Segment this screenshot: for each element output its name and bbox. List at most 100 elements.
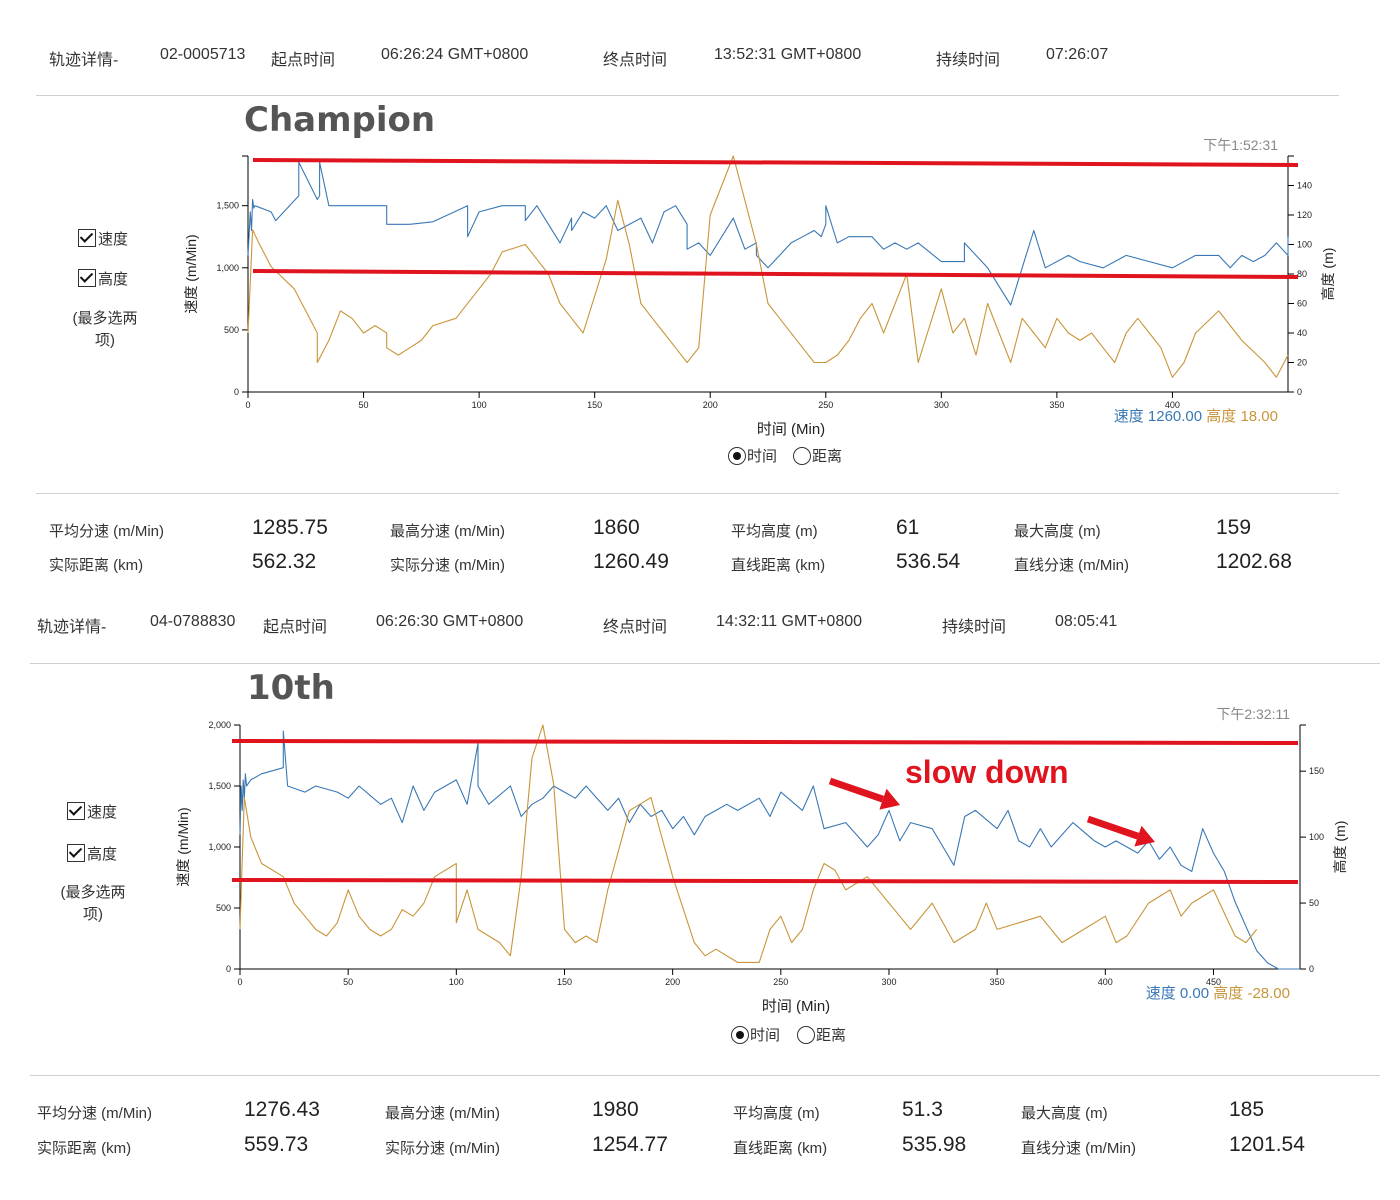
speed-option-label: 速度 [87,804,118,821]
x-mode-distance[interactable]: 距离 [797,1024,846,1045]
time-radio-label: 时间 [747,448,778,465]
y-tick-label: 1,000 [216,263,239,273]
x-tick-label: 150 [557,977,572,987]
x-tick-label: 250 [773,977,788,987]
speed-altitude-chart: 0 50 100 150 200 250 300 350 400 45005001,0001,50… [175,706,1348,1015]
stat-label: 平均高度 (m) [733,1105,820,1122]
stat-label: 最大高度 (m) [1014,523,1101,540]
y2-tick-label: 100 [1297,240,1312,250]
value-readout: 速度 0.00 高度 -28.00 [1146,985,1290,1002]
readout-part: 高度 [1213,985,1247,1002]
start-time-label: 起点时间 [263,619,328,636]
readout-part: 18.00 [1240,408,1278,425]
x-tick-label: 400 [1165,400,1180,410]
x-tick-label: 100 [449,977,464,987]
stat-value: 51.3 [902,1098,943,1121]
duration-label: 持续时间 [936,52,1001,69]
stat-label: 最高分速 (m/Min) [390,523,505,540]
x-tick-label: 350 [1049,400,1064,410]
arrow-shaft [1086,815,1140,840]
y-tick-label: 1,500 [208,781,231,791]
speed-checkbox[interactable] [78,229,96,247]
highlight-band-line [252,269,1299,279]
altitude-series-line [247,155,1289,378]
stat-label: 最大高度 (m) [1021,1105,1108,1122]
stat-label: 平均分速 (m/Min) [49,523,164,540]
divider [36,493,1339,494]
highlight-band-line [231,739,1299,745]
note-line-2: 项) [95,332,115,349]
readout-part: 高度 [1206,408,1240,425]
speed-option-label: 速度 [98,231,129,248]
time-radio[interactable] [728,447,746,465]
stat-value: 1860 [593,516,640,539]
stat-value: 535.98 [902,1133,967,1156]
select-limit-note: (最多选两 项) [48,882,138,926]
y2-tick-label: 60 [1297,299,1307,309]
note-line-2: 项) [83,906,103,923]
y2-tick-label: 0 [1309,964,1314,974]
readout-part: 0.00 [1180,985,1213,1002]
y-tick-label: 500 [216,903,231,913]
x-tick-label: 0 [237,977,242,987]
divider [36,95,1339,96]
speed-option[interactable]: 速度 [78,228,128,249]
stat-value: 1202.68 [1216,550,1292,573]
readout-part: 速度 [1146,985,1180,1002]
altitude-option[interactable]: 高度 [67,843,117,864]
altitude-option[interactable]: 高度 [78,268,128,289]
stat-value: 1285.75 [252,516,328,539]
duration-value: 08:05:41 [1055,613,1118,630]
x-tick-label: 250 [818,400,833,410]
y2-tick-label: 150 [1309,766,1324,776]
altitude-option-label: 高度 [98,271,129,288]
x-tick-label: 450 [1206,977,1221,987]
crosshair-time: 下午1:52:31 [1203,137,1278,153]
x-mode-time[interactable]: 时间 [731,1024,780,1045]
select-limit-note: (最多选两 项) [60,308,150,352]
highlight-band-line [231,878,1299,884]
end-time-label: 终点时间 [603,619,668,636]
stat-value: 1201.54 [1229,1133,1305,1156]
stat-label: 最高分速 (m/Min) [385,1105,500,1122]
altitude-checkbox[interactable] [67,844,85,862]
x-tick-label: 350 [990,977,1005,987]
altitude-checkbox[interactable] [78,269,96,287]
distance-radio[interactable] [797,1026,815,1044]
crosshair-time: 下午2:32:11 [1216,706,1290,722]
stat-value: 159 [1216,516,1252,539]
divider [30,1075,1380,1076]
y2-tick-label: 50 [1309,898,1319,908]
x-tick-label: 0 [245,400,250,410]
overlay-title: Champion [244,100,436,140]
track-detail-label: 轨迹详情- [37,619,107,636]
altitude-option-label: 高度 [87,846,118,863]
y2-tick-label: 80 [1297,269,1307,279]
stat-label: 实际距离 (km) [37,1140,132,1157]
speed-option[interactable]: 速度 [67,801,117,822]
x-axis-label: 时间 (Min) [762,998,830,1015]
speed-series-line [239,730,1300,970]
x-tick-label: 50 [359,400,369,410]
y-tick-label: 0 [226,964,231,974]
x-tick-label: 300 [881,977,896,987]
y2-tick-label: 40 [1297,328,1307,338]
stat-label: 实际分速 (m/Min) [385,1140,500,1157]
arrow-shaft [828,777,885,803]
stat-label: 直线距离 (km) [733,1140,828,1157]
y2-tick-label: 0 [1297,387,1302,397]
x-tick-label: 150 [587,400,602,410]
speed-altitude-chart: 0 50 100 150 200 250 300 350 400 0 500 1,000 1,500 0 2… [183,137,1336,438]
distance-radio[interactable] [793,447,811,465]
x-axis-label: 时间 (Min) [757,421,825,438]
stat-label: 直线分速 (m/Min) [1014,557,1129,574]
value-readout: 速度 1260.00 高度 18.00 [1114,408,1278,425]
x-mode-distance[interactable]: 距离 [793,445,842,466]
time-radio[interactable] [731,1026,749,1044]
duration-label: 持续时间 [942,619,1007,636]
x-mode-time[interactable]: 时间 [728,445,777,466]
track-id: 02-0005713 [160,46,246,63]
stat-value: 1254.77 [592,1133,668,1156]
speed-checkbox[interactable] [67,802,85,820]
altitude-series-line [239,724,1258,963]
